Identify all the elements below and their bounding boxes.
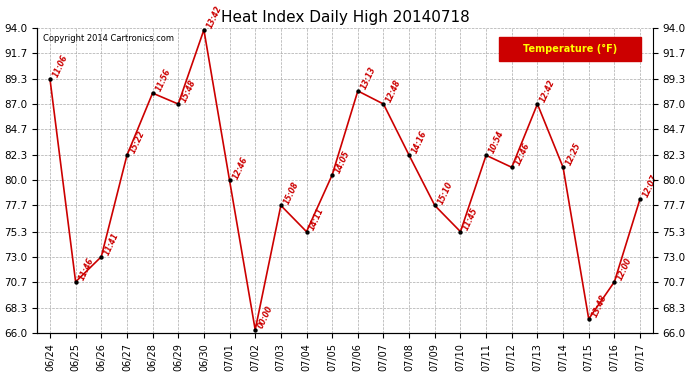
Text: 14:16: 14:16 (411, 130, 428, 155)
Text: 12:42: 12:42 (539, 78, 557, 104)
FancyBboxPatch shape (499, 37, 640, 61)
Text: 12:25: 12:25 (564, 142, 582, 167)
Point (455, 229, 466, 235)
Text: 00:00: 00:00 (257, 304, 275, 330)
Text: 12:46: 12:46 (231, 155, 249, 180)
Point (275, 202, 286, 208)
Text: 13:48: 13:48 (590, 293, 609, 319)
Point (558, 164, 569, 170)
Text: 13:13: 13:13 (359, 65, 377, 91)
Text: Copyright 2014 Cartronics.com: Copyright 2014 Cartronics.com (43, 34, 175, 43)
Text: 12:48: 12:48 (385, 78, 403, 104)
Point (326, 172, 337, 178)
Text: 15:08: 15:08 (282, 180, 300, 206)
Point (429, 202, 440, 208)
Text: Temperature (°F): Temperature (°F) (522, 44, 617, 54)
Text: 14:11: 14:11 (308, 206, 326, 232)
Point (583, 316, 594, 322)
Point (301, 229, 312, 235)
Text: 11:45: 11:45 (462, 206, 480, 232)
Point (121, 152, 132, 158)
Point (378, 101, 389, 107)
Text: 14:05: 14:05 (333, 149, 352, 175)
Point (147, 90, 158, 96)
Point (70, 279, 81, 285)
Point (199, 27, 210, 33)
Point (480, 152, 491, 158)
Point (353, 88, 364, 94)
Point (172, 101, 184, 107)
Text: 11:46: 11:46 (77, 256, 95, 282)
Point (532, 101, 543, 107)
Text: 13:42: 13:42 (205, 4, 224, 30)
Point (404, 152, 415, 158)
Text: 10:54: 10:54 (487, 130, 506, 155)
Point (96, 254, 107, 260)
Point (224, 177, 235, 183)
Point (635, 196, 646, 202)
Point (506, 164, 518, 170)
Text: 15:22: 15:22 (128, 130, 146, 155)
Text: 15:48: 15:48 (179, 78, 198, 104)
Text: 15:10: 15:10 (436, 180, 455, 206)
Text: 11:41: 11:41 (103, 231, 121, 257)
Text: 11:06: 11:06 (51, 53, 70, 79)
Text: 11:56: 11:56 (154, 68, 172, 93)
Point (250, 327, 261, 333)
Text: 12:46: 12:46 (513, 142, 531, 167)
Point (609, 279, 620, 285)
Title: Heat Index Daily High 20140718: Heat Index Daily High 20140718 (221, 10, 469, 25)
Text: 12:07: 12:07 (641, 173, 660, 199)
Text: 12:00: 12:00 (615, 256, 634, 282)
Point (44, 76, 55, 82)
